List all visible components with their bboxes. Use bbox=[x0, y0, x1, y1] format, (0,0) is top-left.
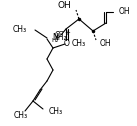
Text: O: O bbox=[55, 30, 61, 39]
Text: OH: OH bbox=[57, 2, 71, 10]
Text: CH₃: CH₃ bbox=[72, 39, 86, 48]
Text: OH: OH bbox=[119, 8, 131, 17]
Text: CH₃: CH₃ bbox=[13, 24, 27, 34]
Text: CH₃: CH₃ bbox=[49, 107, 63, 117]
Text: CH₃: CH₃ bbox=[14, 111, 28, 119]
Text: +: + bbox=[64, 30, 70, 36]
Text: O: O bbox=[64, 39, 70, 49]
Text: −: − bbox=[58, 28, 64, 34]
Text: NH₂: NH₂ bbox=[52, 33, 67, 41]
Text: OH: OH bbox=[100, 39, 112, 49]
Text: H₂: H₂ bbox=[51, 38, 59, 42]
